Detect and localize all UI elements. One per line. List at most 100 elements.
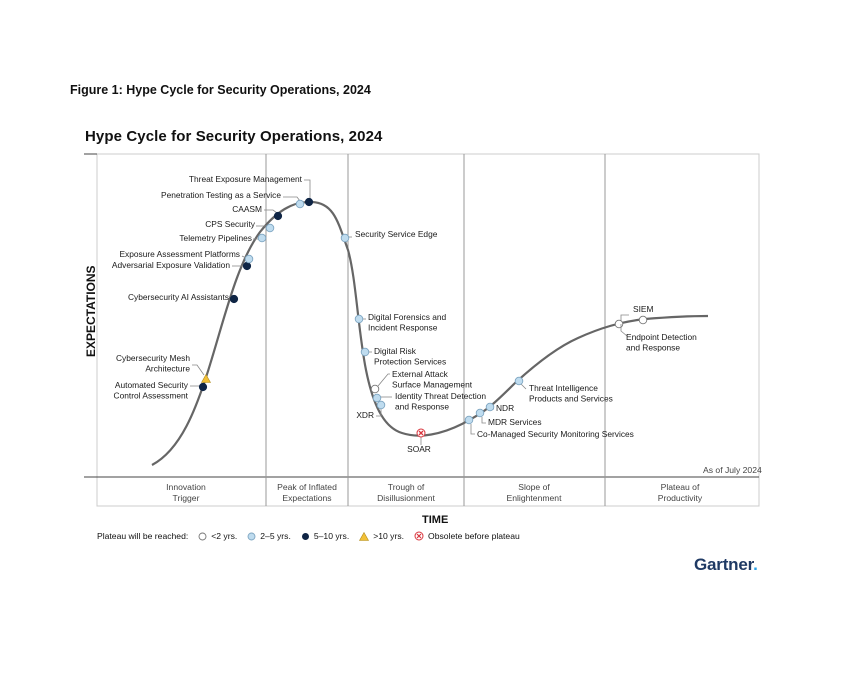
phase-trough: Trough of Disillusionment <box>377 482 435 503</box>
tech-label-line1: Security Service Edge <box>355 229 438 239</box>
tech-digital-risk-protection-services: Digital Risk Protection Services <box>360 346 446 367</box>
phase-slope: Slope of Enlightenment <box>507 482 563 503</box>
tech-label-line2: and Response <box>626 343 680 353</box>
tech-mdr-services: MDR Services <box>475 408 542 427</box>
open-circle-marker <box>370 384 380 394</box>
open-circle-marker <box>614 319 624 329</box>
tech-label-line1: Automated Security <box>115 380 189 390</box>
tech-soar: SOAR <box>407 428 431 454</box>
tech-label-line1: External Attack <box>392 369 449 379</box>
y-axis-label: EXPECTATIONS <box>84 265 98 357</box>
legend-item-gt10: >10 yrs. <box>359 531 404 541</box>
tech-label: Identity Threat Detection and Response <box>395 391 486 412</box>
leader-line <box>620 324 628 337</box>
tech-label: Endpoint Detection and Response <box>626 332 697 353</box>
chart-title: Hype Cycle for Security Operations, 2024 <box>85 128 383 145</box>
as-of-note: As of July 2024 <box>703 465 762 475</box>
tech-label-line1: XDR <box>356 410 374 420</box>
open-circle-marker <box>638 315 648 325</box>
light-blue-circle-marker <box>376 400 386 410</box>
legend: Plateau will be reached: <2 yrs. 2–5 yrs… <box>97 531 520 541</box>
navy-circle-marker <box>304 197 314 207</box>
tech-label-line2: Architecture <box>145 364 190 374</box>
tech-label: XDR <box>356 410 374 420</box>
tech-label: Penetration Testing as a Service <box>161 190 281 200</box>
light-blue-circle-marker <box>354 314 364 324</box>
legend-label: Obsolete before plateau <box>428 531 520 541</box>
tech-label: Cybersecurity AI Assistants <box>128 292 229 302</box>
leader-line <box>377 373 390 387</box>
phase-plateau: Plateau of Productivity <box>658 482 703 503</box>
navy-circle-marker <box>273 211 283 221</box>
light-blue-circle-marker <box>244 254 254 264</box>
tech-label-line1: CPS Security <box>205 219 256 229</box>
phase-peak: Peak of Inflated Expectations <box>277 482 337 503</box>
legend-item-obsolete: Obsolete before plateau <box>414 531 520 541</box>
tech-label: Adversarial Exposure Validation <box>112 260 230 270</box>
tech-external-attack-surface-management: External Attack Surface Management <box>370 369 473 394</box>
light-blue-circle-marker <box>340 233 350 243</box>
legend-label: <2 yrs. <box>211 531 238 541</box>
leader-line <box>192 364 205 376</box>
tech-label: Threat Intelligence Products and Services <box>529 383 613 404</box>
tech-label-line2: Products and Services <box>529 394 613 404</box>
tech-endpoint-detection-and-response: Endpoint Detection and Response <box>620 315 697 353</box>
phase-line2: Enlightenment <box>507 493 563 503</box>
tech-label-line1: Penetration Testing as a Service <box>161 190 281 200</box>
phase-line1: Peak of Inflated <box>277 482 337 492</box>
chart-frame <box>96 153 760 507</box>
light-blue-circle-marker <box>295 199 305 209</box>
light-blue-circle-marker <box>485 402 495 412</box>
tech-label: Digital Forensics and Incident Response <box>368 312 447 333</box>
tech-exposure-assessment-platforms: Exposure Assessment Platforms <box>119 249 254 264</box>
tech-automated-security-control-assessment: Automated Security Control Assessment <box>114 380 208 401</box>
tech-ndr: NDR <box>485 402 514 413</box>
tech-label: NDR <box>496 403 514 413</box>
phase-line2: Trigger <box>173 493 200 503</box>
tech-label: Cybersecurity Mesh Architecture <box>116 353 190 374</box>
tech-label-line1: Cybersecurity Mesh <box>116 353 190 363</box>
gartner-logo: Gartner. <box>694 555 758 575</box>
light-blue-circle-marker <box>464 415 474 425</box>
tech-label: MDR Services <box>488 417 542 427</box>
tech-label-line1: MDR Services <box>488 417 542 427</box>
tech-label: SOAR <box>407 444 431 454</box>
navy-circle-marker <box>198 382 208 392</box>
phase-line1: Innovation <box>166 482 206 492</box>
figure-caption: Figure 1: Hype Cycle for Security Operat… <box>70 83 371 97</box>
brand-dot: . <box>753 555 758 574</box>
leader-line <box>264 209 278 214</box>
obsolete-x-marker <box>416 428 426 438</box>
leader-line <box>470 424 475 435</box>
legend-label: >10 yrs. <box>373 531 405 541</box>
tech-label-line1: Endpoint Detection <box>626 332 697 342</box>
tech-label: Automated Security Control Assessment <box>114 380 189 401</box>
navy-circle-marker <box>229 294 239 304</box>
tech-cps-security: CPS Security <box>205 219 275 233</box>
tech-security-service-edge: Security Service Edge <box>340 229 438 243</box>
phase-line2: Productivity <box>658 493 703 503</box>
light-blue-circle-marker <box>360 347 370 357</box>
legend-label: 5–10 yrs. <box>313 531 350 541</box>
tech-label: CAASM <box>232 204 262 214</box>
leader-line <box>620 314 629 321</box>
navy-circle-icon <box>301 532 309 540</box>
tech-label: Exposure Assessment Platforms <box>119 249 240 259</box>
legend-item-5-10: 5–10 yrs. <box>301 531 349 541</box>
tech-label-line2: and Response <box>395 402 449 412</box>
tech-label: SIEM <box>633 304 653 314</box>
phase-line1: Trough of <box>388 482 425 492</box>
tech-cybersecurity-ai-assistants: Cybersecurity AI Assistants <box>128 292 239 304</box>
tech-caasm: CAASM <box>232 204 283 221</box>
tech-label-line1: SIEM <box>633 304 653 314</box>
tech-label-line1: SOAR <box>407 444 431 454</box>
tech-label-line1: Digital Risk <box>374 346 417 356</box>
tech-digital-forensics-and-incident-response: Digital Forensics and Incident Response <box>354 312 447 333</box>
tech-label-line1: Cybersecurity AI Assistants <box>128 292 229 302</box>
tech-label: Security Service Edge <box>355 229 438 239</box>
tech-label-line1: Digital Forensics and <box>368 312 447 322</box>
light-blue-circle-marker <box>475 408 485 418</box>
phase-line2: Disillusionment <box>377 493 435 503</box>
hype-curve <box>151 200 709 466</box>
